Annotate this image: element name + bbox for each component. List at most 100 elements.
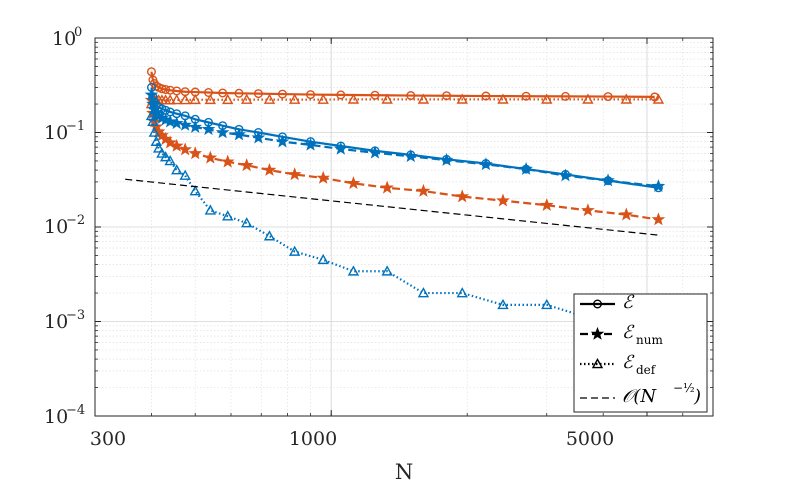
data-point bbox=[179, 94, 191, 105]
data-point bbox=[275, 134, 290, 148]
legend: ℰ ℰ num ℰ def 𝒪(N −½ ) bbox=[573, 292, 708, 413]
legend-label-e-num: ℰ num bbox=[622, 322, 663, 347]
data-point bbox=[303, 137, 318, 151]
svg-text:−½: −½ bbox=[673, 381, 695, 395]
data-point bbox=[287, 167, 302, 181]
legend-box bbox=[573, 293, 708, 413]
data-point bbox=[262, 162, 277, 176]
svg-text:ℰ: ℰ bbox=[622, 352, 635, 373]
svg-text:−2: −2 bbox=[66, 213, 85, 228]
data-point bbox=[497, 93, 509, 104]
data-point bbox=[188, 146, 203, 160]
svg-text:10: 10 bbox=[52, 28, 76, 50]
data-point bbox=[241, 93, 253, 104]
data-point bbox=[582, 93, 594, 104]
data-point bbox=[157, 84, 167, 94]
series-4 bbox=[144, 87, 666, 193]
data-point bbox=[336, 90, 346, 100]
series-0 bbox=[146, 67, 660, 102]
data-point bbox=[317, 253, 329, 265]
data-point bbox=[347, 265, 360, 276]
x-tick-label-300: 300 bbox=[90, 428, 126, 450]
data-point bbox=[370, 90, 380, 100]
data-point bbox=[316, 170, 331, 184]
data-point bbox=[178, 117, 192, 131]
svg-text:10: 10 bbox=[44, 406, 68, 428]
data-point bbox=[619, 207, 634, 221]
data-point bbox=[203, 150, 218, 164]
data-point bbox=[603, 92, 613, 102]
data-point bbox=[148, 126, 161, 137]
data-point bbox=[541, 93, 553, 104]
x-tick-label-1000: 1000 bbox=[289, 428, 337, 450]
x-axis-label: N bbox=[395, 460, 413, 484]
data-point bbox=[456, 287, 468, 298]
legend-marker-sample bbox=[593, 299, 603, 309]
data-point bbox=[201, 122, 216, 136]
data-point bbox=[165, 85, 175, 95]
svg-text:𝒪(N: 𝒪(N bbox=[622, 386, 657, 407]
data-point bbox=[164, 155, 176, 166]
data-point bbox=[204, 204, 217, 215]
y-tick-label-1e0: 10 0 bbox=[52, 25, 82, 50]
data-point bbox=[317, 93, 329, 104]
data-point bbox=[218, 88, 228, 98]
data-point bbox=[601, 173, 615, 187]
svg-text:−1: −1 bbox=[66, 119, 85, 134]
data-point bbox=[456, 93, 468, 104]
data-point bbox=[171, 164, 183, 175]
svg-text:num: num bbox=[636, 333, 663, 347]
legend-marker-sample bbox=[590, 326, 605, 340]
data-point bbox=[159, 151, 172, 162]
data-point bbox=[189, 185, 201, 196]
data-point bbox=[381, 93, 393, 104]
data-point bbox=[232, 127, 246, 141]
series-line bbox=[125, 178, 659, 236]
data-point bbox=[333, 141, 348, 155]
axis-ticks bbox=[94, 37, 714, 417]
data-point bbox=[417, 93, 430, 104]
data-point bbox=[179, 169, 191, 180]
data-point bbox=[234, 88, 244, 98]
data-point bbox=[651, 179, 666, 193]
data-point bbox=[144, 87, 159, 101]
data-point bbox=[164, 94, 176, 105]
data-point bbox=[346, 176, 361, 190]
svg-text:def: def bbox=[636, 363, 657, 377]
data-point bbox=[203, 88, 213, 98]
data-point bbox=[417, 287, 430, 298]
data-point bbox=[263, 230, 276, 241]
svg-text:10: 10 bbox=[44, 216, 68, 238]
svg-text:0: 0 bbox=[74, 25, 82, 40]
data-point bbox=[581, 203, 595, 217]
data-point bbox=[169, 138, 184, 152]
data-point bbox=[416, 183, 431, 197]
data-point bbox=[347, 93, 360, 104]
data-point bbox=[156, 147, 168, 158]
data-point bbox=[189, 93, 201, 105]
legend-label-e: ℰ bbox=[622, 292, 635, 313]
svg-text:10: 10 bbox=[44, 122, 68, 144]
data-point bbox=[222, 210, 234, 221]
data-point bbox=[306, 90, 316, 100]
data-point bbox=[163, 135, 177, 149]
data-point bbox=[277, 89, 287, 99]
y-tick-label-1e-1: 10 −1 bbox=[44, 119, 85, 144]
svg-text:ℰ: ℰ bbox=[622, 322, 635, 343]
data-point bbox=[146, 67, 156, 77]
data-point bbox=[215, 125, 230, 139]
svg-text:): ) bbox=[693, 386, 701, 407]
series-line bbox=[150, 94, 659, 188]
data-point bbox=[558, 168, 573, 182]
legend-marker-sample bbox=[591, 358, 604, 369]
legend-samples bbox=[580, 299, 615, 399]
y-tick-label-1e-3: 10 −3 bbox=[44, 308, 85, 333]
data-point bbox=[263, 93, 276, 104]
legend-label-e-def: ℰ def bbox=[622, 352, 657, 377]
y-tick-label-1e-2: 10 −2 bbox=[44, 213, 85, 238]
data-point bbox=[539, 198, 554, 212]
data-point bbox=[288, 93, 301, 104]
data-point bbox=[541, 298, 553, 310]
data-point bbox=[241, 217, 253, 228]
